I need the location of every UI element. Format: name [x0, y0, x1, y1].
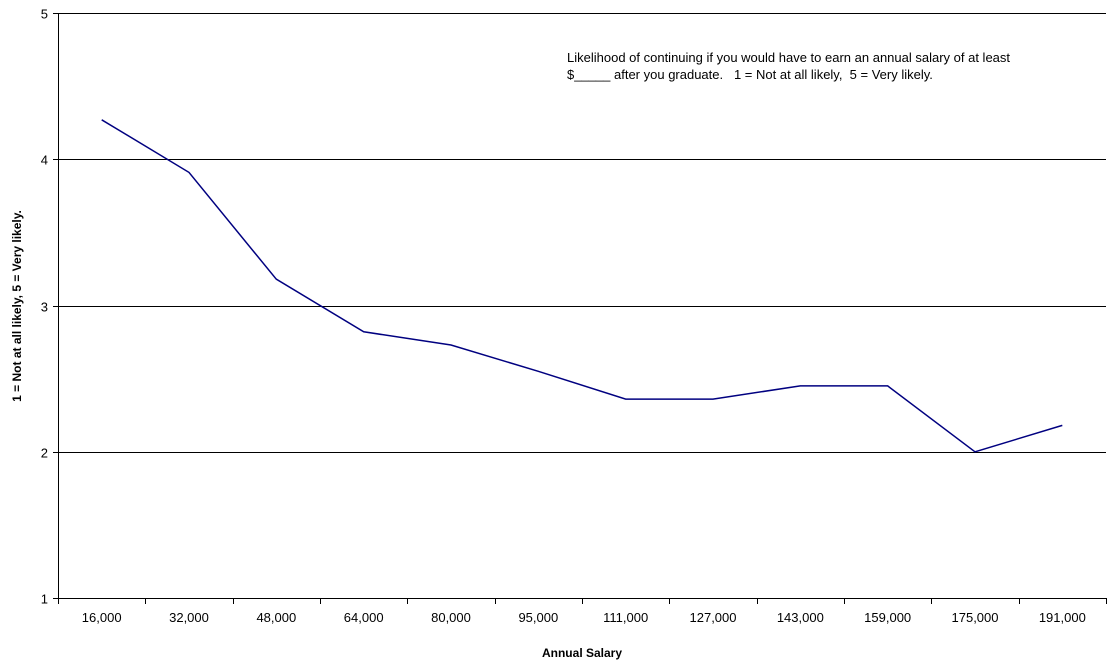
series-line-0 — [101, 119, 1063, 453]
y-tick-label: 3 — [41, 300, 48, 315]
y-tick-label: 1 — [41, 592, 48, 607]
y-axis-title: 1 = Not at all likely, 5 = Very likely. — [10, 210, 24, 402]
x-tick-label: 159,000 — [864, 610, 911, 625]
series-layer — [101, 119, 1063, 453]
x-tick-label: 48,000 — [256, 610, 296, 625]
tick-labels: 1 2 3 4 5 16,000 32,000 48,000 64,000 80,000 95,00… — [41, 7, 1086, 626]
x-tick-label: 16,000 — [82, 610, 122, 625]
x-tick-label: 127,000 — [690, 610, 737, 625]
chart-annotation: Likelihood of continuing if you would ha… — [567, 50, 1014, 82]
x-tick-label: 80,000 — [431, 610, 471, 625]
x-tick-label: 175,000 — [952, 610, 999, 625]
x-tick-label: 191,000 — [1039, 610, 1086, 625]
x-tick-label: 143,000 — [777, 610, 824, 625]
y-tick-label: 4 — [41, 153, 48, 168]
y-tick-label: 5 — [41, 7, 48, 22]
axes — [53, 13, 1107, 604]
x-tick-label: 32,000 — [169, 610, 209, 625]
y-tick-label: 2 — [41, 446, 48, 461]
x-tick-label: 111,000 — [603, 610, 648, 625]
x-tick-label: 64,000 — [344, 610, 384, 625]
gridlines — [58, 13, 1106, 599]
x-axis-title: Annual Salary — [542, 646, 622, 660]
x-tick-label: 95,000 — [518, 610, 558, 625]
